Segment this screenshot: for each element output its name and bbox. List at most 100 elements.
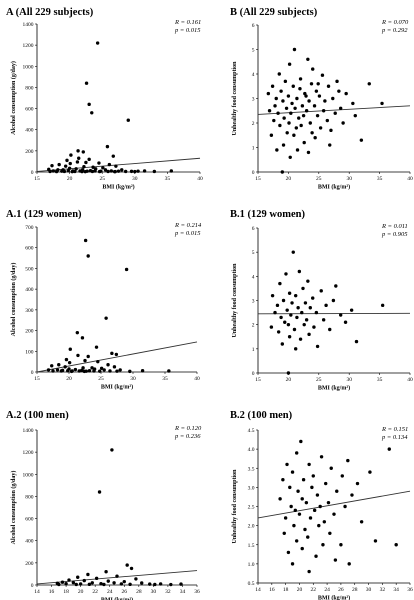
data-point — [76, 149, 80, 153]
data-point — [87, 102, 91, 107]
data-point — [269, 325, 274, 329]
data-point — [343, 504, 347, 509]
data-point — [301, 286, 305, 291]
data-point — [102, 368, 106, 372]
data-point — [287, 62, 292, 66]
data-point — [335, 79, 339, 84]
data-point — [296, 306, 300, 310]
data-point — [128, 369, 132, 374]
data-point — [320, 73, 325, 77]
y-tick-label: 3.5 — [248, 466, 255, 472]
data-point — [292, 47, 297, 52]
data-point — [101, 166, 105, 170]
x-tick-label: 22 — [92, 589, 98, 595]
data-point — [308, 516, 313, 520]
data-point — [301, 478, 306, 482]
data-point — [334, 284, 338, 288]
data-point — [270, 84, 275, 88]
data-point — [339, 543, 343, 547]
y-tick-label: 6 — [252, 23, 255, 29]
data-point — [332, 512, 336, 516]
data-point — [286, 550, 291, 555]
data-point — [295, 148, 300, 152]
y-tick-label: 2.5 — [248, 505, 255, 511]
data-point — [293, 508, 298, 513]
data-point — [368, 470, 372, 474]
data-point — [322, 520, 327, 524]
data-point — [307, 99, 311, 103]
data-point — [323, 99, 327, 103]
data-point — [86, 254, 90, 258]
data-point — [97, 490, 102, 494]
y-axis-label: Unhealthy food consumption — [232, 61, 238, 136]
data-point — [129, 566, 134, 571]
data-point — [66, 369, 70, 373]
y-axis-label: Alcohol consumption (g/day) — [10, 61, 17, 135]
y-tick-label: 2.0 — [248, 524, 255, 530]
p-value: p = 0.015 — [174, 27, 201, 34]
data-point — [128, 582, 132, 587]
panel-title: A.1 (129 women) — [6, 209, 82, 220]
data-point — [325, 118, 330, 123]
data-point — [306, 535, 310, 539]
correlation-r: R = 0.120 — [174, 425, 202, 432]
panel-title: A (All 229 subjects) — [6, 7, 94, 18]
y-axis-label: Alcohol consumption (g/day) — [10, 471, 17, 545]
panel-title: B.2 (100 men) — [230, 410, 293, 421]
data-point — [288, 155, 292, 159]
data-point — [51, 369, 55, 373]
data-point — [359, 520, 364, 524]
data-point — [87, 369, 92, 373]
data-point — [317, 94, 322, 98]
data-point — [126, 118, 130, 122]
data-point — [283, 516, 288, 520]
y-tick-label: 2 — [252, 323, 255, 329]
x-axis-label: BMI (kg/m²) — [318, 595, 350, 600]
data-point — [116, 169, 121, 173]
data-point — [289, 504, 293, 509]
data-point — [112, 169, 117, 174]
data-point — [380, 101, 384, 106]
data-point — [278, 281, 282, 286]
y-tick-label: 1400 — [23, 22, 34, 28]
data-point — [380, 303, 385, 308]
data-point — [328, 531, 332, 535]
data-point — [394, 543, 398, 547]
data-point — [54, 169, 59, 174]
data-point — [119, 582, 124, 586]
data-point — [373, 539, 378, 543]
x-tick-label: 18 — [63, 589, 69, 595]
data-point — [292, 327, 297, 332]
data-point — [312, 325, 316, 329]
data-point — [307, 462, 311, 467]
data-point — [279, 315, 283, 320]
correlation-r: R = 0.214 — [174, 222, 202, 229]
data-point — [60, 169, 64, 173]
data-point — [82, 578, 86, 583]
data-point — [73, 367, 78, 372]
data-point — [110, 448, 114, 452]
data-point — [302, 322, 306, 327]
data-point — [104, 316, 108, 320]
data-point — [294, 126, 299, 130]
data-point — [335, 489, 339, 493]
y-tick-label: 0 — [31, 170, 34, 176]
data-point — [86, 572, 90, 577]
data-point — [295, 96, 299, 101]
data-point — [123, 169, 128, 174]
y-axis-label: Unhealthy food consumption — [232, 469, 238, 544]
data-point — [301, 113, 306, 118]
x-tick-label: 14 — [255, 587, 261, 593]
data-point — [294, 539, 299, 543]
data-point — [329, 128, 333, 133]
data-point — [140, 581, 144, 585]
data-point — [329, 466, 333, 470]
data-point — [68, 347, 72, 351]
data-point — [275, 303, 280, 308]
data-point — [304, 94, 308, 98]
data-point — [278, 497, 282, 501]
x-tick-label: 36 — [194, 589, 200, 595]
data-point — [76, 575, 80, 579]
x-tick-label: 25 — [99, 176, 105, 182]
